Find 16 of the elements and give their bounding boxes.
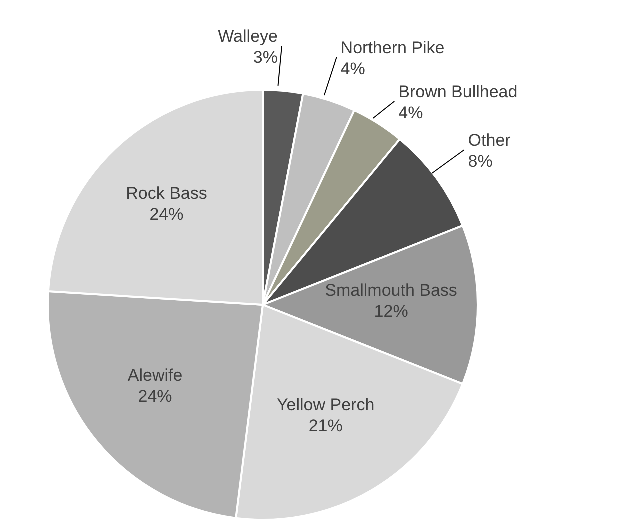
slice-label: Other (468, 131, 512, 150)
data-label: 8% (468, 152, 493, 172)
slice-label: Yellow Perch (277, 396, 375, 415)
slice-label: Rock Bass (126, 184, 208, 203)
slice-label: Smallmouth Bass (325, 281, 458, 300)
data-label: 3% (253, 48, 278, 68)
slice-label: Northern Pike (340, 38, 445, 58)
slice-label: Brown Bullhead (398, 82, 518, 102)
data-label: 12% (374, 302, 408, 321)
data-label: 24% (138, 386, 172, 406)
data-label: 4% (398, 103, 424, 122)
data-label: 24% (150, 204, 184, 224)
data-label: 4% (340, 59, 366, 78)
slice-label: Walleye (218, 27, 278, 46)
data-label: 21% (308, 416, 343, 436)
slice-label: Alewife (128, 366, 183, 385)
